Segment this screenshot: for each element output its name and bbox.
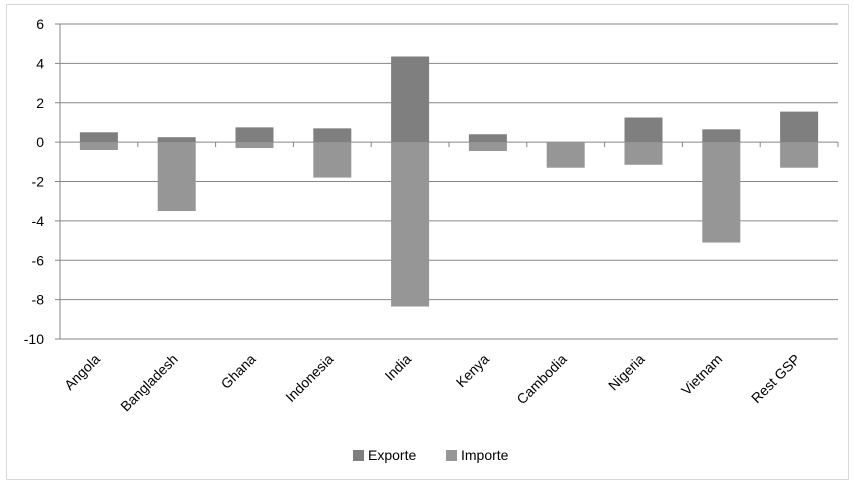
bar-exporte (702, 129, 741, 143)
y-tick-label: -8 (32, 292, 45, 308)
bar-importe (391, 142, 430, 307)
bar-importe (780, 142, 819, 168)
legend-label: Importe (461, 447, 509, 463)
y-tick-label: -10 (24, 331, 44, 347)
bar-importe (702, 142, 741, 243)
legend-swatch (353, 450, 364, 461)
legend-swatch (446, 450, 457, 461)
x-tick-label: Cambodia (513, 351, 570, 408)
x-tick-label: Bangladesh (117, 351, 181, 415)
y-tick-label: 2 (36, 95, 44, 111)
x-tick-label: Indonesia (282, 351, 336, 405)
bar-importe (546, 142, 585, 168)
bar-exporte (780, 111, 819, 143)
bar-importe (235, 142, 274, 149)
bar-exporte (391, 56, 430, 143)
y-tick-label: 4 (36, 55, 44, 71)
bar-importe (624, 142, 663, 165)
x-tick-label: Ghana (218, 351, 259, 392)
bar-exporte (468, 134, 507, 143)
bar-exporte (624, 117, 663, 143)
y-tick-label: -4 (32, 213, 45, 229)
y-axis-ticks: 6 4 2 0 -2 -4 -6 -8 -10 (24, 16, 60, 347)
bar-exporte (157, 137, 196, 143)
y-tick-label: -6 (32, 252, 45, 268)
x-tick-label: Nigeria (605, 351, 648, 394)
x-tick-label: Angola (61, 351, 103, 393)
y-tick-label: 0 (36, 134, 44, 150)
x-tick-label: Rest GSP (748, 351, 803, 406)
bar-importe (468, 142, 507, 151)
legend: Exporte Importe (353, 447, 509, 463)
bar-importe (79, 142, 118, 150)
bar-exporte (79, 132, 118, 143)
x-tick-label: Vietnam (678, 351, 725, 398)
x-tick-label: Kenya (453, 351, 493, 391)
bar-exporte (235, 127, 274, 143)
x-axis-ticks: Angola Bangladesh Ghana Indonesia India Kenya… (61, 351, 803, 415)
x-tick-label: India (381, 351, 414, 384)
y-tick-label: -2 (32, 174, 45, 190)
bars (79, 56, 819, 307)
y-tick-label: 6 (36, 16, 44, 32)
bar-importe (157, 142, 196, 212)
bar-exporte (313, 128, 352, 143)
bar-importe (313, 142, 352, 178)
legend-label: Exporte (368, 447, 416, 463)
